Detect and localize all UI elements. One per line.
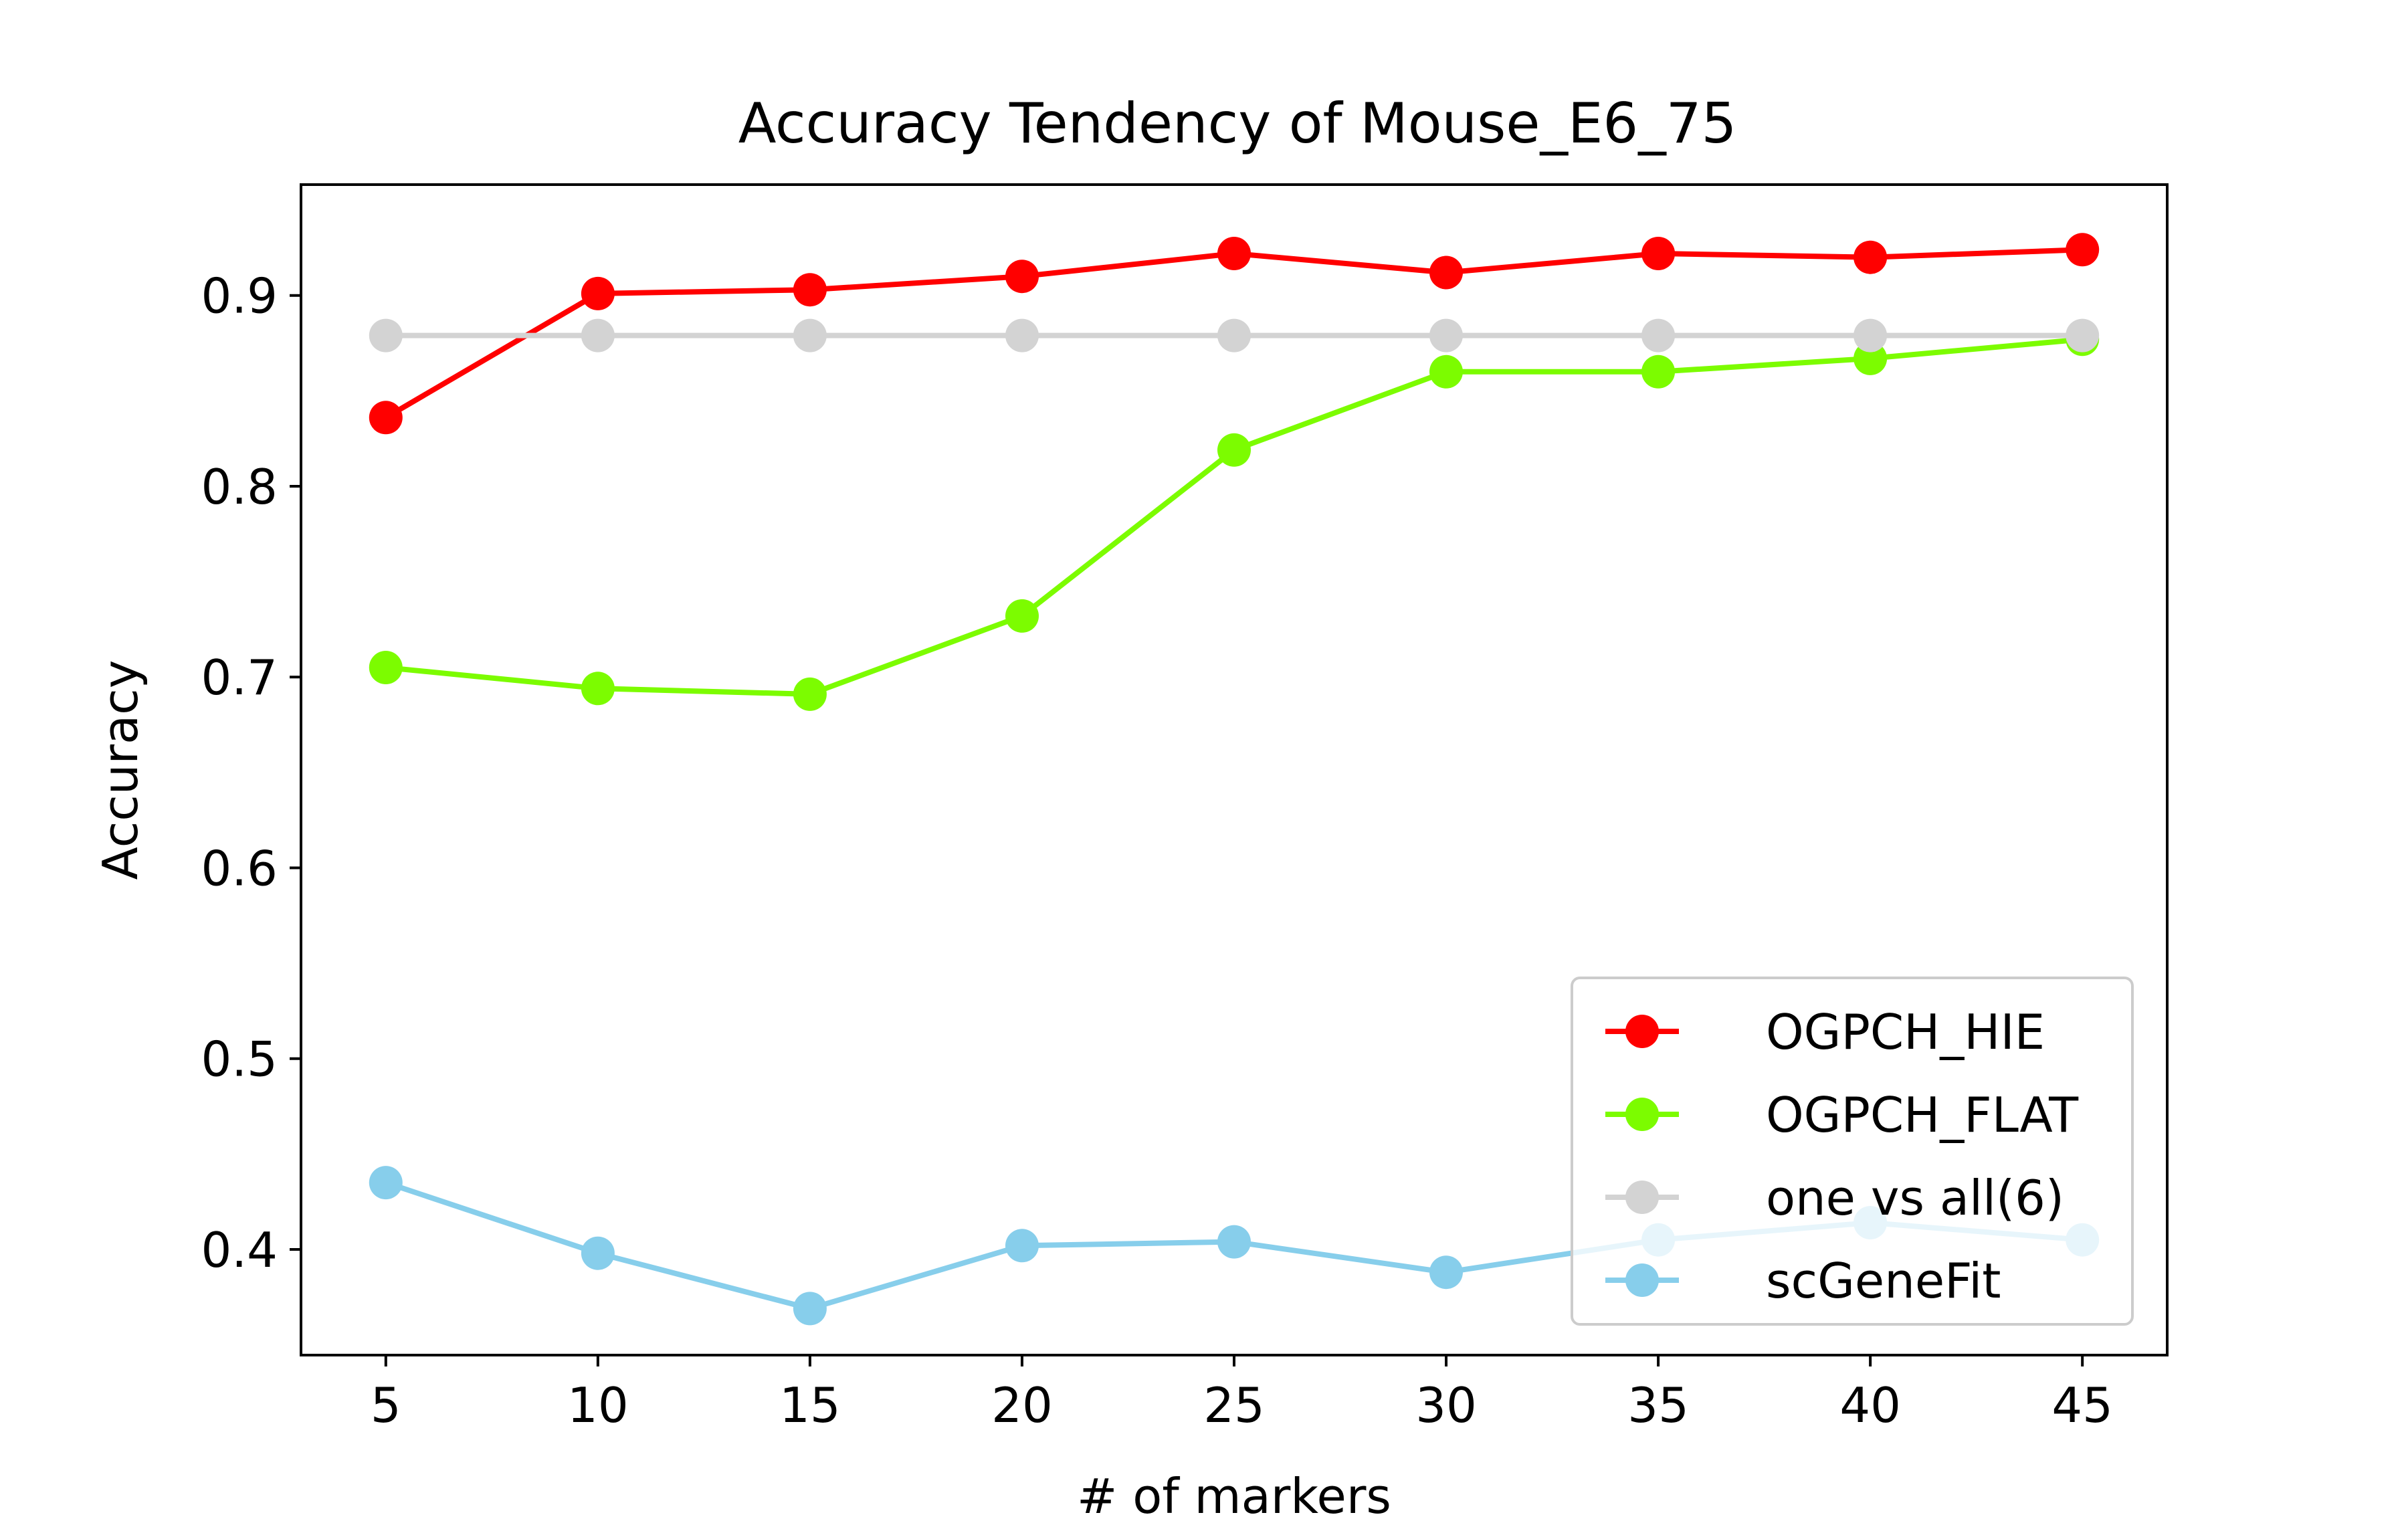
data-point — [581, 1236, 615, 1270]
data-point — [1641, 318, 1676, 352]
x-tick-label: 30 — [1415, 1377, 1477, 1433]
legend-label: one vs all(6) — [1766, 1170, 2064, 1226]
y-tick-label: 0.6 — [201, 840, 278, 896]
legend-label: OGPCH_HIE — [1766, 1004, 2045, 1060]
series-layer — [369, 233, 2100, 1326]
data-point — [1429, 256, 1463, 290]
x-tick-label: 20 — [991, 1377, 1053, 1433]
data-point — [581, 672, 615, 706]
x-tick-label: 15 — [779, 1377, 841, 1433]
data-point — [369, 1166, 403, 1200]
data-point — [1005, 318, 1039, 352]
data-point — [793, 318, 827, 352]
x-axis-label: # of markers — [1077, 1468, 1391, 1524]
x-tick-label: 5 — [371, 1377, 401, 1433]
data-point — [1005, 1229, 1039, 1263]
y-tick-label: 0.9 — [201, 268, 278, 324]
data-point — [1429, 1255, 1463, 1290]
x-axis: 5 10 15 20 25 30 35 40 45 — [371, 1355, 2113, 1433]
data-point — [1217, 1225, 1251, 1259]
data-point — [1641, 354, 1676, 389]
y-tick-label: 0.8 — [201, 459, 278, 515]
legend-entry: OGPCH_HIE — [1605, 1004, 2045, 1060]
data-point — [793, 1292, 827, 1326]
data-point — [581, 318, 615, 352]
x-tick-label: 25 — [1203, 1377, 1265, 1433]
x-tick-label: 10 — [567, 1377, 629, 1433]
legend-marker — [1625, 1015, 1659, 1048]
data-point — [793, 677, 827, 711]
data-point — [2066, 233, 2100, 267]
legend-entry: one vs all(6) — [1605, 1170, 2064, 1226]
series-0 — [369, 233, 2100, 435]
data-point — [1005, 260, 1039, 294]
legend-marker — [1625, 1263, 1659, 1297]
data-point — [369, 401, 403, 435]
data-point — [1429, 354, 1463, 389]
legend-label: scGeneFit — [1766, 1253, 2001, 1309]
y-tick-label: 0.7 — [201, 649, 278, 706]
data-point — [1217, 318, 1251, 352]
data-point — [1641, 237, 1676, 270]
y-axis: 0.4 0.5 0.6 0.7 0.8 0.9 — [201, 268, 301, 1278]
data-point — [1853, 240, 1888, 274]
data-point — [1005, 599, 1039, 633]
data-point — [1217, 237, 1251, 270]
legend-label: OGPCH_FLAT — [1766, 1087, 2079, 1143]
data-point — [369, 651, 403, 684]
series-1 — [369, 322, 2100, 711]
x-tick-label: 45 — [2051, 1377, 2113, 1433]
data-point — [2066, 318, 2100, 352]
legend-entry: scGeneFit — [1605, 1253, 2001, 1309]
data-point — [1853, 341, 1888, 375]
y-tick-label: 0.5 — [201, 1031, 278, 1088]
chart-title: Accuracy Tendency of Mouse_E6_75 — [738, 91, 1737, 156]
legend-box — [1571, 977, 2134, 1326]
legend-entry: OGPCH_FLAT — [1605, 1087, 2079, 1143]
data-point — [369, 318, 403, 352]
data-point — [793, 273, 827, 307]
y-axis-label: Accuracy — [92, 660, 148, 880]
legend-marker — [1625, 1098, 1659, 1131]
y-tick-label: 0.4 — [201, 1222, 278, 1278]
data-point — [1429, 318, 1463, 352]
series-2 — [369, 318, 2100, 352]
legend-marker — [1625, 1181, 1659, 1214]
data-point — [1853, 318, 1888, 352]
data-point — [1217, 433, 1251, 467]
x-tick-label: 35 — [1627, 1377, 1689, 1433]
data-point — [581, 276, 615, 310]
x-tick-label: 40 — [1839, 1377, 1901, 1433]
